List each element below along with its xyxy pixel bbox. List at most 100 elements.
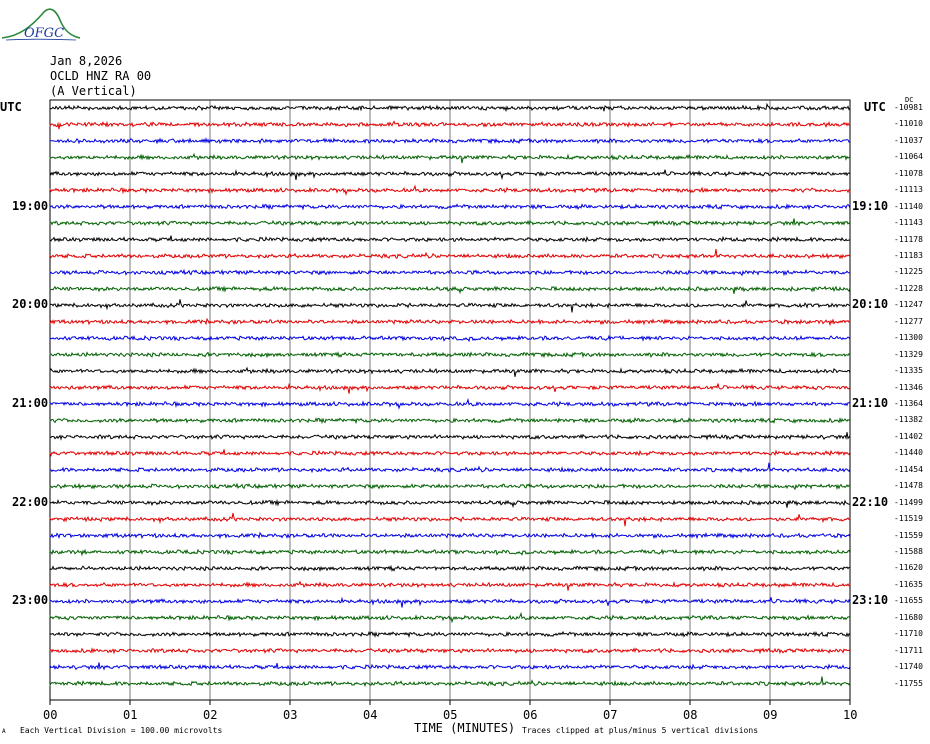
dc-offset-value: -11454: [894, 464, 923, 474]
dc-offset-value: -11440: [894, 448, 923, 458]
dc-offset-value: -11588: [894, 547, 923, 556]
trace-line: [49, 462, 851, 474]
trace-line: [49, 334, 851, 343]
logo: OFGC: [0, 4, 81, 44]
dc-offset-value: -11113: [894, 185, 923, 195]
dc-offset-value: -11178: [894, 234, 923, 244]
trace-line: [49, 235, 851, 243]
left-time-label: 20:00: [12, 297, 49, 312]
x-tick-label: 02: [203, 708, 218, 722]
left-time-label: 22:00: [12, 494, 49, 509]
dc-offset-value: -11335: [894, 366, 923, 376]
trace-line: [49, 152, 851, 164]
dc-offset-value: -11402: [894, 431, 923, 441]
trace-line: [49, 630, 851, 639]
trace-line: [49, 137, 851, 145]
dc-offset-value: -11478: [894, 481, 923, 491]
dc-offset-value: -11228: [894, 283, 923, 293]
trace-line: [49, 611, 851, 624]
right-time-label: 21:10: [852, 396, 889, 410]
x-tick-label: 07: [603, 708, 618, 722]
footer-mark: A: [2, 728, 6, 735]
x-tick-label: 01: [123, 708, 138, 722]
dc-offset-value: -11755: [894, 678, 923, 688]
right-time-label: 23:10: [852, 593, 889, 608]
trace-line: [49, 498, 851, 509]
dc-offset-value: -11635: [894, 579, 923, 589]
trace-line: [49, 596, 851, 608]
station-label: OCLD HNZ RA 00: [50, 69, 152, 83]
footer-clip-note: Traces clipped at plus/minus 5 vertical …: [522, 726, 759, 735]
dc-offset-value: -11559: [894, 530, 923, 540]
trace-line: [49, 580, 851, 591]
trace-line: [49, 548, 851, 557]
trace-line: [49, 218, 851, 227]
dc-offset-value: -11143: [894, 218, 923, 228]
x-tick-label: 08: [683, 708, 698, 722]
dc-offset-value: -11740: [894, 662, 923, 672]
x-tick-label: 00: [43, 708, 58, 722]
right-time-label: 20:10: [852, 297, 889, 312]
dc-offset-value: -11346: [894, 382, 923, 392]
date-label: Jan 8,2026: [50, 54, 123, 68]
trace-line: [49, 203, 851, 211]
left-time-label: 19:00: [12, 198, 49, 213]
trace-line: [49, 268, 851, 277]
trace-line: [49, 432, 851, 441]
dc-offset-value: -11620: [894, 563, 923, 573]
trace-line: [49, 248, 851, 260]
dc-offset-value: -11364: [894, 399, 923, 408]
trace-line: [49, 676, 851, 688]
dc-offset-value: -11300: [894, 333, 923, 343]
left-time-label: 23:00: [12, 593, 49, 608]
trace-line: [49, 662, 851, 671]
dc-offset-value: -11247: [894, 300, 923, 310]
logo-text: OFGC: [24, 26, 65, 41]
dc-offset-value: -11140: [894, 201, 923, 211]
trace-line: [49, 531, 851, 540]
dc-offset-value: -11519: [894, 514, 923, 524]
trace-line: [49, 120, 851, 130]
x-tick-label: 10: [843, 708, 858, 722]
trace-line: [49, 512, 851, 527]
dc-offset-value: -11710: [894, 629, 923, 639]
trace-line: [49, 398, 851, 410]
x-tick-label: 09: [763, 708, 778, 722]
x-tick-label: 06: [523, 708, 538, 722]
dc-offset-value: -10981: [894, 103, 923, 112]
trace-line: [49, 366, 851, 377]
trace-line: [49, 285, 851, 295]
trace-line: [49, 449, 851, 457]
trace-line: [49, 382, 851, 394]
utc-left-label: UTC: [0, 100, 22, 114]
dc-offset-value: -11499: [894, 497, 923, 507]
dc-offset-value: -11329: [894, 349, 923, 359]
dc-offset-value: -11711: [894, 645, 923, 655]
trace-line: [49, 564, 851, 573]
dc-offset-value: -11680: [894, 612, 923, 622]
trace-line: [49, 299, 851, 313]
dc-offset-value: -11010: [894, 119, 923, 129]
x-tick-label: 03: [283, 708, 298, 722]
trace-line: [49, 102, 851, 113]
dc-offset-value: -11064: [894, 152, 923, 162]
dc-offset-value: -11037: [894, 135, 923, 145]
x-axis-title: TIME (MINUTES): [414, 721, 516, 735]
trace-line: [49, 169, 851, 181]
right-time-label: 22:10: [852, 494, 889, 509]
utc-right-label: UTC: [864, 100, 886, 114]
trace-line: [49, 351, 851, 359]
trace-line: [49, 317, 851, 327]
dc-offset-value: -11183: [894, 251, 923, 260]
footer-division-note: Each Vertical Division = 100.00 microvol…: [20, 726, 223, 735]
dc-offset-value: -11225: [894, 267, 923, 277]
x-tick-label: 05: [443, 708, 458, 722]
component-label: (A Vertical): [50, 84, 137, 98]
logo-hill-icon: [1, 8, 81, 41]
trace-line: [49, 647, 851, 655]
dc-offset-value: -11277: [894, 316, 923, 326]
dc-offset-value: -11382: [894, 415, 923, 425]
trace-line: [49, 184, 851, 196]
dc-label: DC: [905, 96, 914, 104]
